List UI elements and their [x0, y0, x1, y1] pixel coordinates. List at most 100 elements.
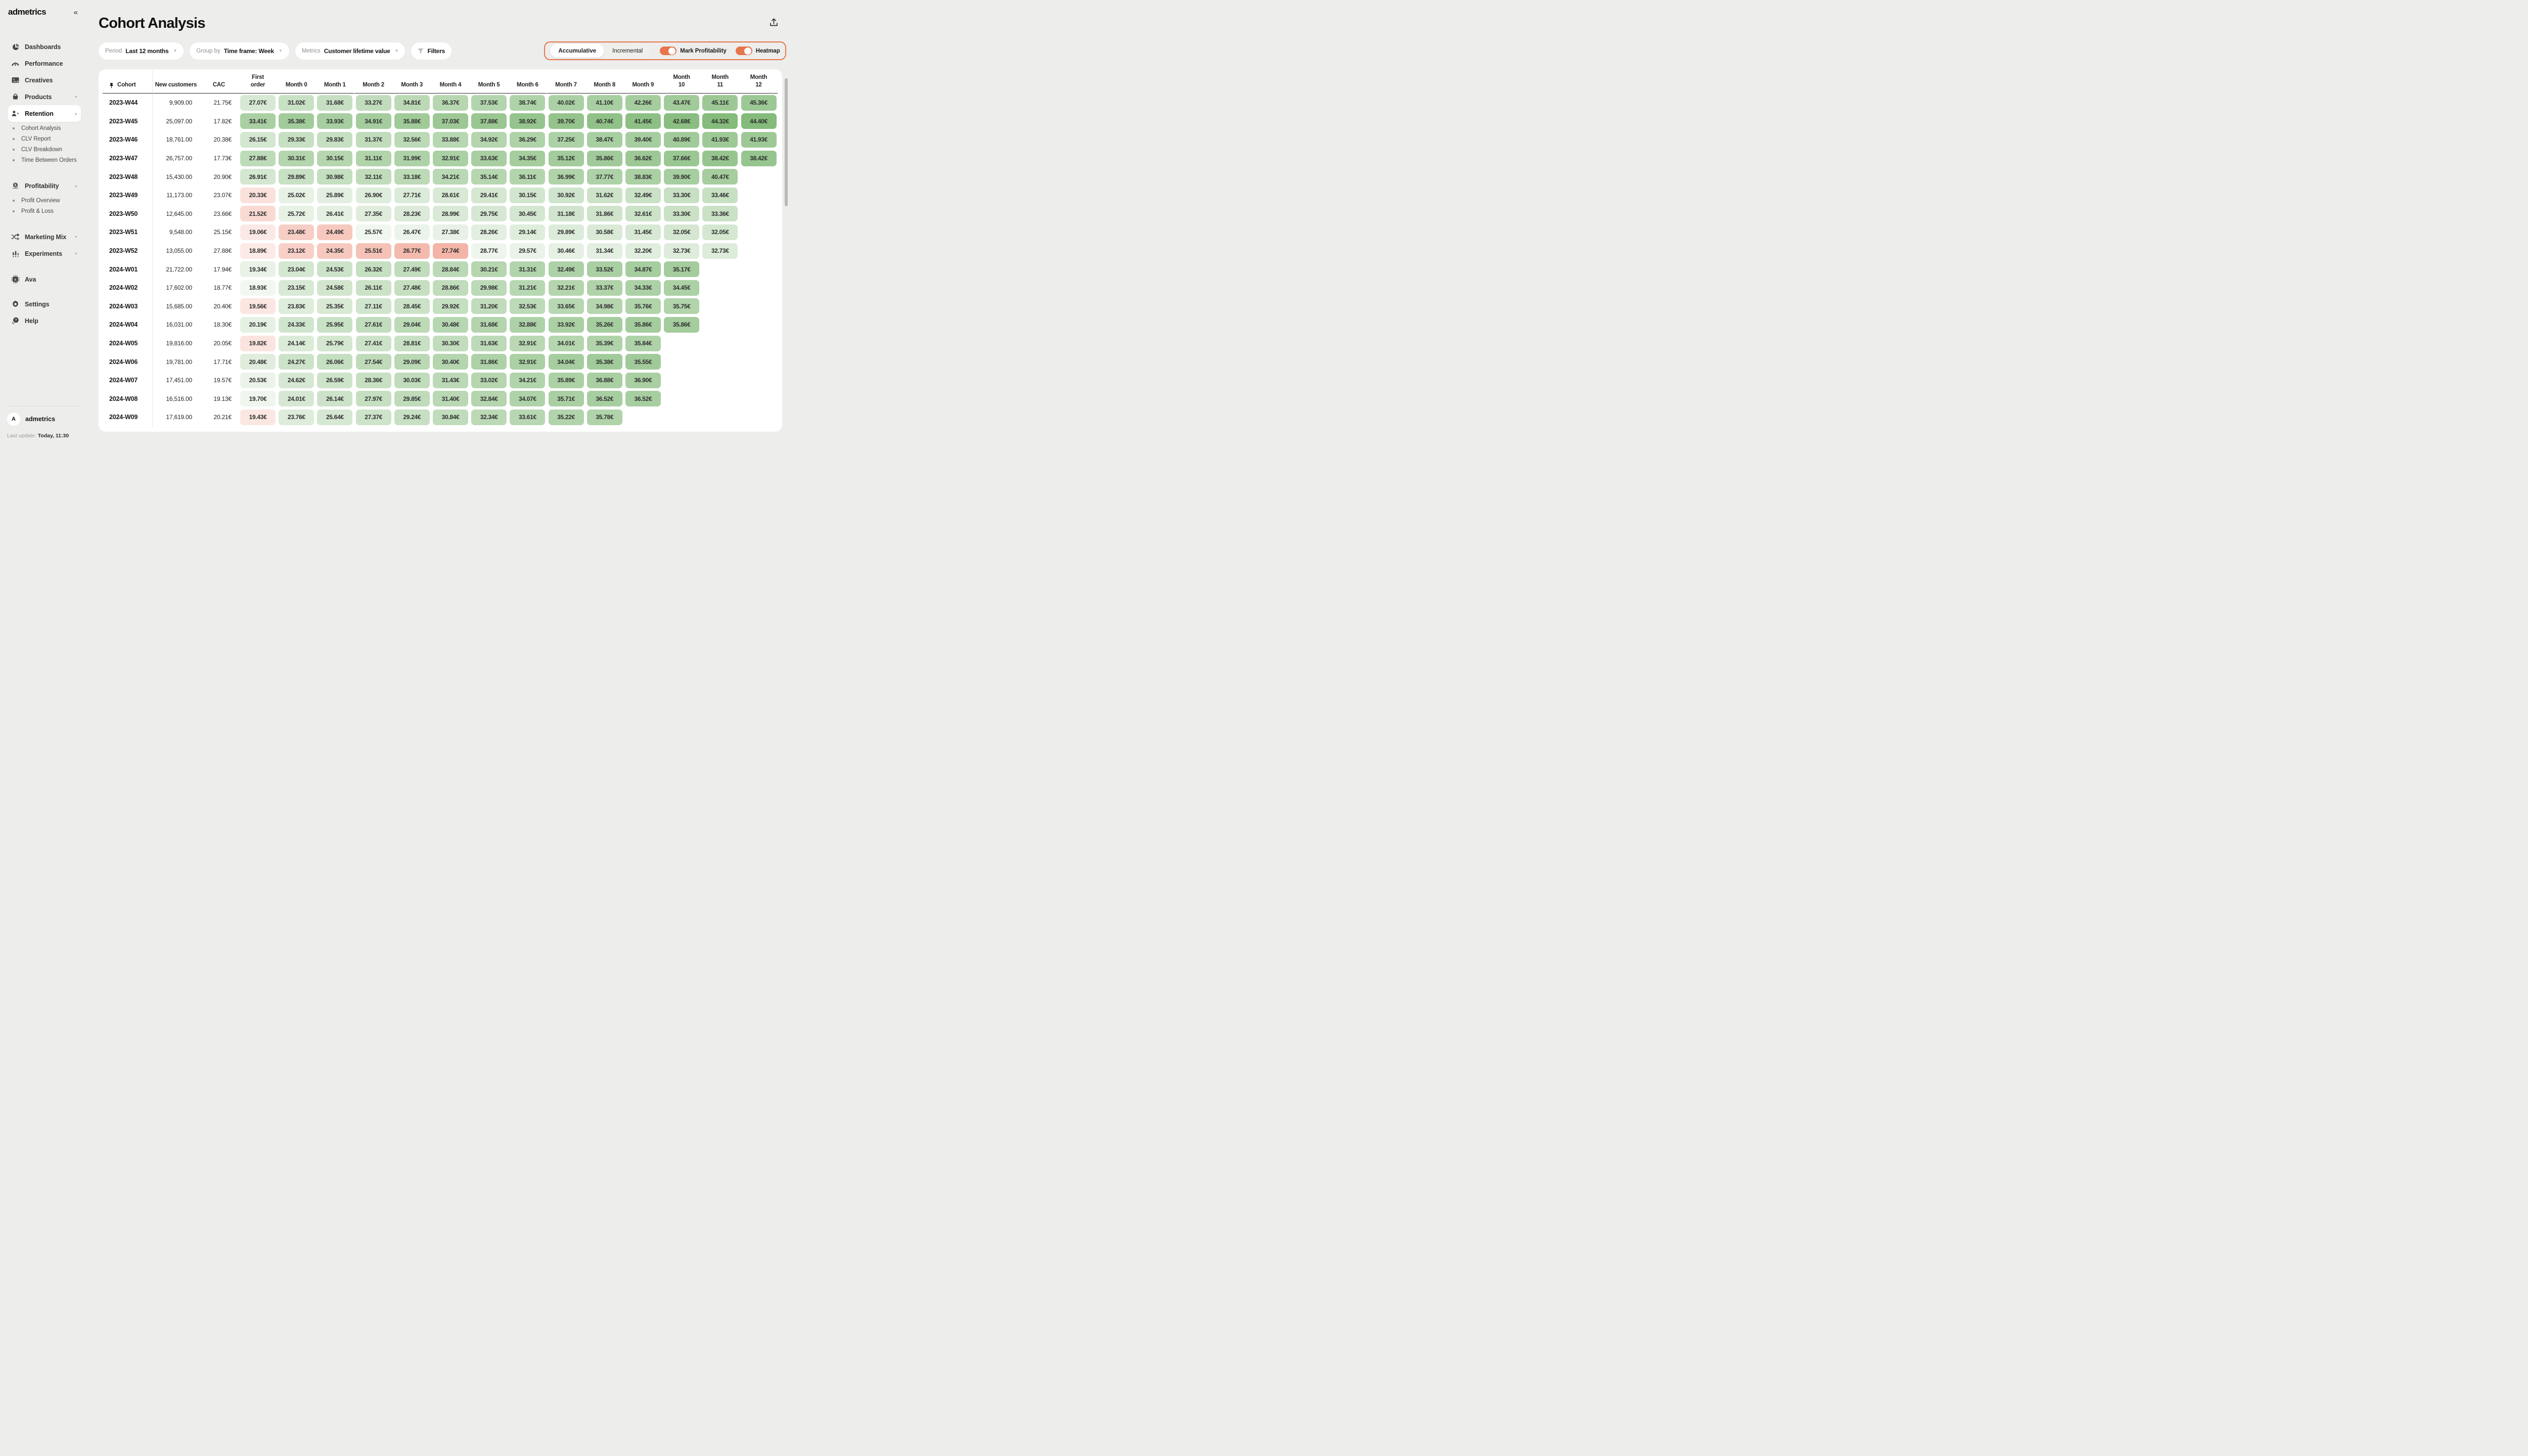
account-row[interactable]: A admetrics [7, 413, 80, 426]
clv-cell[interactable]: 34.21€ [510, 373, 545, 388]
sidebar-subitem-cohort-analysis[interactable]: Cohort Analysis [8, 123, 81, 133]
clv-cell[interactable]: 31.31€ [510, 261, 545, 277]
clv-cell[interactable]: 33.36€ [702, 206, 738, 221]
clv-cell[interactable]: 28.81€ [394, 336, 430, 351]
clv-cell[interactable]: 18.89€ [240, 243, 276, 259]
clv-cell[interactable]: 31.62€ [587, 188, 622, 203]
clv-cell[interactable]: 41.93€ [702, 132, 738, 148]
filters-button[interactable]: Filters [411, 42, 452, 60]
sidebar-item-marketing-mix[interactable]: Marketing Mix▾ [8, 229, 81, 245]
clv-cell[interactable]: 32.05€ [702, 224, 738, 240]
clv-cell[interactable]: 32.49€ [625, 188, 661, 203]
clv-cell[interactable]: 28.23€ [394, 206, 430, 221]
toggle-switch[interactable] [660, 47, 676, 55]
clv-cell[interactable]: 34.45€ [664, 280, 699, 296]
clv-cell[interactable]: 26.91€ [240, 169, 276, 185]
clv-cell[interactable]: 26.41€ [317, 206, 352, 221]
clv-cell[interactable]: 23.76€ [279, 410, 314, 425]
clv-cell[interactable]: 33.30€ [664, 188, 699, 203]
clv-cell[interactable]: 29.04€ [394, 317, 430, 333]
clv-cell[interactable]: 35.12€ [549, 151, 584, 166]
clv-cell[interactable]: 26.77€ [394, 243, 430, 259]
clv-cell[interactable]: 33.27€ [356, 95, 391, 111]
clv-cell[interactable]: 28.77€ [471, 243, 507, 259]
clv-cell[interactable]: 27.11€ [356, 298, 391, 314]
clv-cell[interactable]: 27.07€ [240, 95, 276, 111]
clv-cell[interactable]: 34.91€ [356, 113, 391, 129]
clv-cell[interactable]: 32.73€ [702, 243, 738, 259]
clv-cell[interactable]: 27.54€ [356, 354, 391, 370]
clv-cell[interactable]: 28.99€ [433, 206, 468, 221]
sidebar-item-creatives[interactable]: Creatives [8, 72, 81, 88]
clv-cell[interactable]: 31.43€ [433, 373, 468, 388]
clv-cell[interactable]: 35.86€ [625, 317, 661, 333]
clv-cell[interactable]: 35.75€ [664, 298, 699, 314]
segment-incremental[interactable]: Incremental [604, 44, 651, 58]
metrics-filter[interactable]: Metrics Customer lifetime value ▼ [295, 42, 405, 60]
clv-cell[interactable]: 27.48€ [394, 280, 430, 296]
clv-cell[interactable]: 33.63€ [471, 151, 507, 166]
clv-cell[interactable]: 20.19€ [240, 317, 276, 333]
clv-cell[interactable]: 26.14€ [317, 391, 352, 406]
clv-cell[interactable]: 29.33€ [279, 132, 314, 148]
clv-cell[interactable]: 19.43€ [240, 410, 276, 425]
clv-cell[interactable]: 24.27€ [279, 354, 314, 370]
clv-cell[interactable]: 39.40€ [625, 132, 661, 148]
clv-cell[interactable]: 38.83€ [625, 169, 661, 185]
clv-cell[interactable]: 41.93€ [741, 132, 777, 148]
group-by-filter[interactable]: Group by Time frame: Week ▼ [190, 42, 289, 60]
clv-cell[interactable]: 24.49€ [317, 224, 352, 240]
clv-cell[interactable]: 35.78€ [587, 410, 622, 425]
clv-cell[interactable]: 35.14€ [471, 169, 507, 185]
clv-cell[interactable]: 29.24€ [394, 410, 430, 425]
clv-cell[interactable]: 39.70€ [549, 113, 584, 129]
sidebar-item-experiments[interactable]: Experiments▾ [8, 245, 81, 262]
clv-cell[interactable]: 35.26€ [587, 317, 622, 333]
clv-cell[interactable]: 31.86€ [471, 354, 507, 370]
clv-cell[interactable]: 41.45€ [625, 113, 661, 129]
clv-cell[interactable]: 34.81€ [394, 95, 430, 111]
clv-cell[interactable]: 28.45€ [394, 298, 430, 314]
clv-cell[interactable]: 19.06€ [240, 224, 276, 240]
clv-cell[interactable]: 44.32€ [702, 113, 738, 129]
clv-cell[interactable]: 44.40€ [741, 113, 777, 129]
clv-cell[interactable]: 29.92€ [433, 298, 468, 314]
clv-cell[interactable]: 32.88€ [510, 317, 545, 333]
clv-cell[interactable]: 38.74€ [510, 95, 545, 111]
clv-cell[interactable]: 34.21€ [433, 169, 468, 185]
clv-cell[interactable]: 29.83€ [317, 132, 352, 148]
clv-cell[interactable]: 33.93€ [317, 113, 352, 129]
clv-cell[interactable]: 26.11€ [356, 280, 391, 296]
clv-cell[interactable]: 38.42€ [702, 151, 738, 166]
sidebar-item-performance[interactable]: Performance [8, 55, 81, 72]
clv-cell[interactable]: 31.34€ [587, 243, 622, 259]
clv-cell[interactable]: 41.10€ [587, 95, 622, 111]
clv-cell[interactable]: 34.01€ [549, 336, 584, 351]
clv-cell[interactable]: 45.36€ [741, 95, 777, 111]
clv-cell[interactable]: 35.76€ [625, 298, 661, 314]
clv-cell[interactable]: 31.68€ [471, 317, 507, 333]
clv-cell[interactable]: 20.33€ [240, 188, 276, 203]
clv-cell[interactable]: 31.63€ [471, 336, 507, 351]
clv-cell[interactable]: 30.45€ [510, 206, 545, 221]
clv-cell[interactable]: 33.37€ [587, 280, 622, 296]
clv-cell[interactable]: 29.14€ [510, 224, 545, 240]
segment-accumulative[interactable]: Accumulative [550, 44, 604, 58]
clv-cell[interactable]: 36.37€ [433, 95, 468, 111]
clv-cell[interactable]: 35.39€ [587, 336, 622, 351]
sidebar-subitem-profit-overview[interactable]: Profit Overview [8, 195, 81, 206]
clv-cell[interactable]: 31.02€ [279, 95, 314, 111]
clv-cell[interactable]: 37.88€ [471, 113, 507, 129]
clv-cell[interactable]: 32.56€ [394, 132, 430, 148]
clv-cell[interactable]: 24.53€ [317, 261, 352, 277]
clv-cell[interactable]: 43.47€ [664, 95, 699, 111]
clv-cell[interactable]: 32.61€ [625, 206, 661, 221]
clv-cell[interactable]: 26.59€ [317, 373, 352, 388]
clv-cell[interactable]: 27.37€ [356, 410, 391, 425]
clv-cell[interactable]: 25.02€ [279, 188, 314, 203]
clv-cell[interactable]: 29.89€ [279, 169, 314, 185]
clv-cell[interactable]: 36.29€ [510, 132, 545, 148]
clv-cell[interactable]: 24.35€ [317, 243, 352, 259]
clv-cell[interactable]: 32.91€ [510, 336, 545, 351]
clv-cell[interactable]: 34.35€ [510, 151, 545, 166]
